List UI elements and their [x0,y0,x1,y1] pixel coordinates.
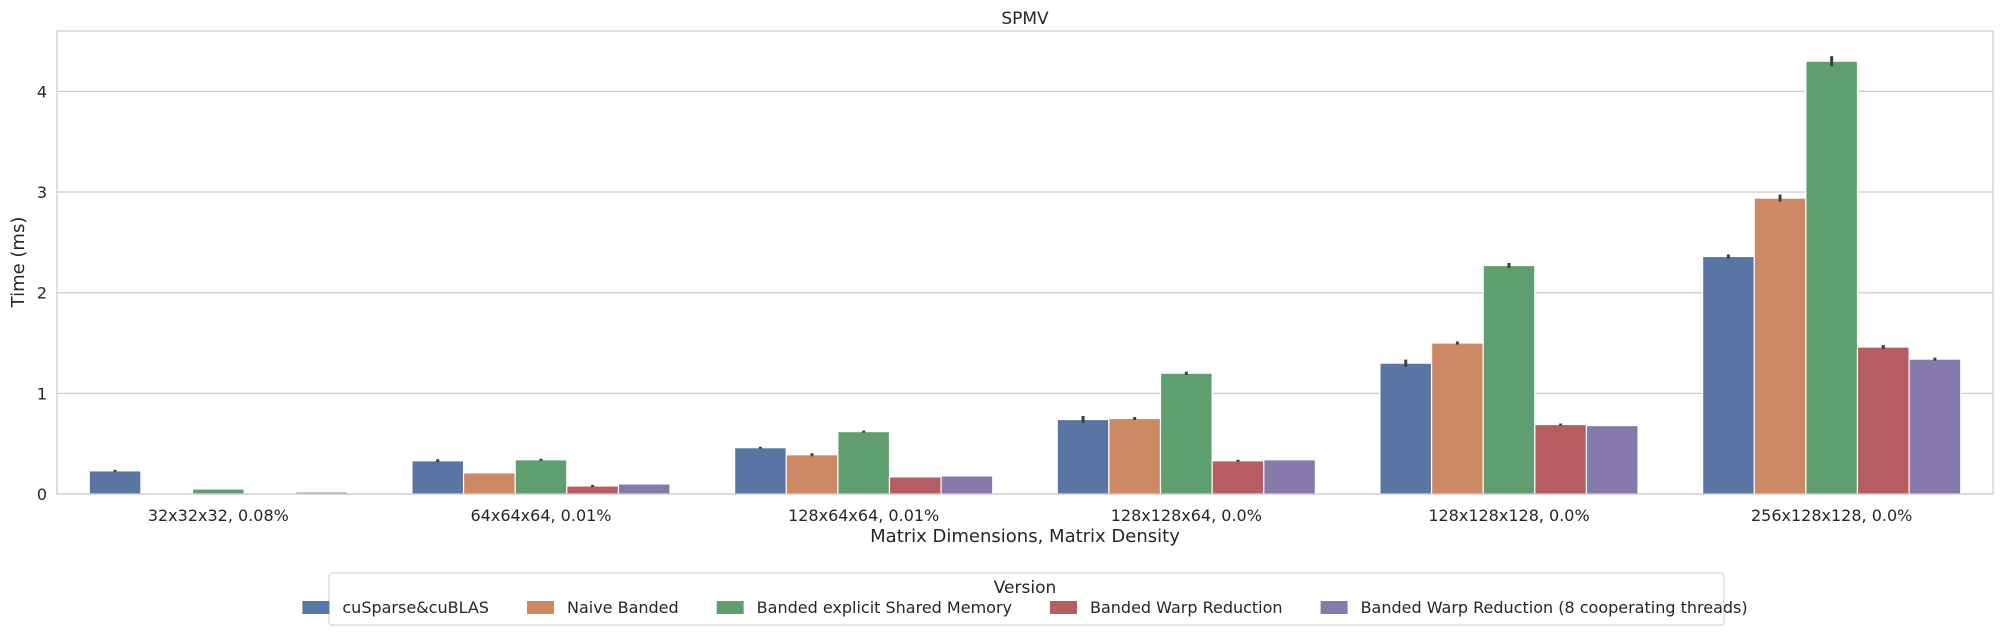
legend-swatch [1049,601,1077,614]
bar [617,483,671,495]
x-tick-label: 32x32x32, 0.08% [148,506,289,525]
y-tick-label: 4 [37,82,47,101]
bar [1159,372,1213,495]
x-tick-label: 128x128x128, 0.0% [1428,506,1589,525]
chart-title: SPMV [1001,9,1049,29]
y-tick-label: 0 [37,485,47,504]
bar [1908,358,1962,495]
plot-frame [56,30,1994,495]
x-tick-label: 256x128x128, 0.0% [1751,506,1912,525]
legend-label: Banded explicit Shared Memory [757,598,1012,617]
x-tick-labels: 32x32x32, 0.08% 64x64x64, 0.01% 128x64x64,… [148,506,1913,525]
legend-swatch [716,601,744,614]
legend-label: Banded Warp Reduction [1090,598,1283,617]
legend-title: Version [994,578,1057,598]
y-tick-label: 2 [37,284,47,303]
x-tick-label: 64x64x64, 0.01% [470,506,611,525]
bar [1482,264,1536,495]
bar [1753,197,1807,495]
bar [733,447,787,495]
legend-item: Banded explicit Shared Memory [716,598,1012,617]
bar [1534,423,1588,495]
legend-items: cuSparse&cuBLAS Naive Banded Banded explic… [302,598,1748,617]
legend-label: cuSparse&cuBLAS [342,598,489,617]
bar [1430,342,1484,495]
legend-swatch [1320,601,1348,614]
bar [1856,346,1910,495]
bar [785,454,839,495]
bar [1108,417,1162,495]
bar [1701,255,1755,495]
error-bars-layer [113,56,1937,487]
bars-layer [88,60,1962,495]
y-tick-label: 3 [37,183,47,202]
y-axis-label: Time (ms) [8,217,29,309]
x-tick-label: 128x128x64, 0.0% [1111,506,1262,525]
y-tick-labels: 0 1 2 3 4 [37,82,47,504]
y-tick-label: 1 [37,384,47,403]
bar [88,470,142,495]
bar [1056,418,1110,495]
bar [1379,362,1433,495]
legend-label: Naive Banded [567,598,679,617]
x-tick-label: 128x64x64, 0.01% [788,506,939,525]
bar [514,459,568,495]
bar [191,488,245,495]
x-axis-label: Matrix Dimensions, Matrix Density [870,526,1180,547]
legend-item: Naive Banded [526,598,679,617]
bar [411,460,465,495]
legend-item: Banded Warp Reduction (8 cooperating thr… [1320,598,1748,617]
bar [888,476,942,495]
bar [837,430,891,495]
bar [1805,60,1859,495]
legend-item: Banded Warp Reduction [1049,598,1283,617]
bar [462,472,516,495]
legend-frame [328,572,1725,626]
legend-swatch [302,601,330,614]
bar [1211,460,1265,495]
legend-swatch [526,601,554,614]
legend-item: cuSparse&cuBLAS [302,598,489,617]
bar [940,475,994,495]
bar [1585,424,1639,495]
legend: Version cuSparse&cuBLAS Naive Banded Bande… [302,572,1748,626]
bar [1263,459,1316,495]
legend-label: Banded Warp Reduction (8 cooperating thr… [1361,598,1748,617]
bar [566,485,620,495]
